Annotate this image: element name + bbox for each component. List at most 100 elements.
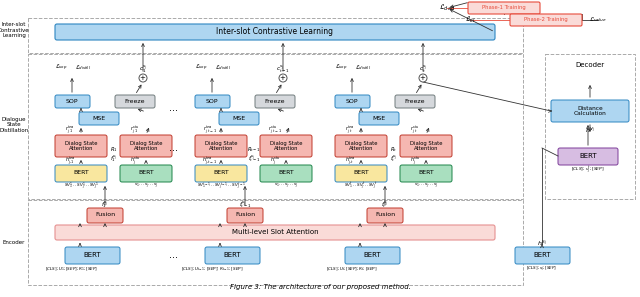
Text: Fusion: Fusion [235, 212, 255, 217]
Text: $[CLS];U_1;[SEP];R_1;[SEP]$: $[CLS];U_1;[SEP];R_1;[SEP]$ [45, 266, 99, 273]
FancyBboxPatch shape [255, 95, 295, 108]
FancyBboxPatch shape [120, 135, 172, 157]
Text: BERT: BERT [533, 252, 551, 258]
FancyBboxPatch shape [219, 112, 259, 125]
Text: $R_{1}$: $R_{1}$ [110, 146, 118, 154]
Bar [28, 54, 523, 199]
Text: ...: ... [168, 143, 177, 153]
FancyBboxPatch shape [551, 100, 629, 122]
Text: Freeze: Freeze [265, 99, 285, 104]
Text: $r_{j,t-1}^{tea}$: $r_{j,t-1}^{tea}$ [203, 124, 217, 136]
Text: BERT: BERT [83, 252, 101, 258]
Text: SOP: SOP [346, 99, 358, 104]
Text: $f_{1}^{s_j}$: $f_{1}^{s_j}$ [102, 199, 109, 211]
Text: BERT: BERT [579, 153, 597, 159]
Text: $[CLS];s_j;[SEP]$: $[CLS];s_j;[SEP]$ [527, 265, 557, 274]
FancyBboxPatch shape [359, 112, 399, 125]
Text: Dialog State
Attention: Dialog State Attention [205, 140, 237, 151]
FancyBboxPatch shape [55, 225, 495, 240]
Text: SOP: SOP [205, 99, 218, 104]
Text: $h_{j,1}^{tea}$: $h_{j,1}^{tea}$ [65, 155, 76, 167]
FancyBboxPatch shape [55, 165, 107, 182]
FancyBboxPatch shape [468, 2, 540, 14]
Text: $f_{t}^{s_j}$: $f_{t}^{s_j}$ [390, 153, 397, 165]
FancyBboxPatch shape [260, 135, 312, 157]
Text: $\mathcal{L}_{cl}$: $\mathcal{L}_{cl}$ [465, 15, 476, 25]
Text: Dialog State
Attention: Dialog State Attention [410, 140, 442, 151]
Text: $c_{t-1}^{s_j}$: $c_{t-1}^{s_j}$ [276, 63, 290, 75]
Text: BERT: BERT [363, 252, 381, 258]
Text: ...: ... [168, 103, 177, 113]
Text: Dialog State
Attention: Dialog State Attention [65, 140, 97, 151]
Text: $h_{j,t}^{tea}$: $h_{j,t}^{tea}$ [344, 155, 355, 167]
FancyBboxPatch shape [195, 165, 247, 182]
Text: $SV_1^{1}\!\!...SV_j^{1}\!\!...SV_J^{1}$: $SV_1^{1}\!\!...SV_j^{1}\!\!...SV_J^{1}$ [63, 180, 99, 192]
Text: $h^{V_j}$: $h^{V_j}$ [585, 125, 595, 135]
FancyBboxPatch shape [510, 14, 582, 26]
Text: $h_{j,t-1}^{tea}$: $h_{j,t-1}^{tea}$ [202, 155, 218, 167]
FancyBboxPatch shape [55, 24, 495, 40]
Text: MSE: MSE [372, 116, 385, 121]
Text: $r_{j,1}^{stu}$: $r_{j,1}^{stu}$ [131, 124, 140, 136]
Text: BERT: BERT [418, 170, 434, 176]
Text: BERT: BERT [73, 170, 89, 176]
Bar [28, 18, 523, 53]
Text: $f_{t-1}^{s_j}$: $f_{t-1}^{s_j}$ [239, 199, 251, 211]
Text: $+$: $+$ [140, 73, 147, 83]
Text: $\mathcal{L}_{dad}$: $\mathcal{L}_{dad}$ [439, 3, 455, 13]
FancyBboxPatch shape [558, 148, 618, 165]
Text: Dialog State
Attention: Dialog State Attention [130, 140, 163, 151]
Bar [28, 200, 523, 285]
Text: MSE: MSE [92, 116, 106, 121]
Circle shape [279, 74, 287, 82]
Text: Figure 3: The architecture of our proposed method.: Figure 3: The architecture of our propos… [230, 284, 410, 290]
Text: Multi-level Slot Attention: Multi-level Slot Attention [232, 230, 318, 236]
Text: $\mathcal{L}_{distill}$: $\mathcal{L}_{distill}$ [215, 64, 231, 72]
Text: $r_{j,t-1}^{stu}$: $r_{j,t-1}^{stu}$ [268, 124, 282, 136]
Text: Phase-1 Training: Phase-1 Training [482, 6, 526, 10]
Text: Freeze: Freeze [125, 99, 145, 104]
Text: $\mathcal{L}_{sop}$: $\mathcal{L}_{sop}$ [335, 63, 348, 73]
Text: Freeze: Freeze [404, 99, 425, 104]
Text: $r_{j,t}^{tea}$: $r_{j,t}^{tea}$ [345, 124, 355, 136]
Text: $\mathcal{L}_{value}$: $\mathcal{L}_{value}$ [589, 15, 607, 24]
Text: Dialog State
Attention: Dialog State Attention [345, 140, 377, 151]
Text: $f_{1}^{s_j}$: $f_{1}^{s_j}$ [111, 153, 118, 165]
Text: Distance
Calculation: Distance Calculation [573, 106, 606, 116]
FancyBboxPatch shape [395, 95, 435, 108]
FancyBboxPatch shape [195, 95, 230, 108]
FancyBboxPatch shape [367, 208, 403, 223]
Text: $s_1...s_j...s_J$: $s_1...s_j...s_J$ [134, 182, 158, 190]
Text: MSE: MSE [232, 116, 246, 121]
Text: $h_j^{stu}$: $h_j^{stu}$ [269, 155, 280, 167]
Text: ...: ... [168, 250, 177, 260]
Text: BERT: BERT [278, 170, 294, 176]
Text: Inter-slot Contrastive Learning: Inter-slot Contrastive Learning [216, 28, 333, 37]
Text: $+$: $+$ [280, 73, 287, 83]
FancyBboxPatch shape [400, 165, 452, 182]
Text: $\mathcal{L}_{distill}$: $\mathcal{L}_{distill}$ [355, 64, 371, 72]
Text: $\mathcal{L}_{distill}$: $\mathcal{L}_{distill}$ [75, 64, 91, 72]
FancyBboxPatch shape [335, 135, 387, 157]
Text: $r_{j,1}^{tea}$: $r_{j,1}^{tea}$ [65, 124, 75, 136]
Circle shape [419, 74, 427, 82]
Circle shape [139, 74, 147, 82]
FancyBboxPatch shape [120, 165, 172, 182]
FancyBboxPatch shape [335, 165, 387, 182]
Text: $\mathcal{L}_{sop}$: $\mathcal{L}_{sop}$ [55, 63, 67, 73]
Text: $f_{t-1}^{s_j}$: $f_{t-1}^{s_j}$ [248, 153, 260, 165]
Text: $h_j^{stu}$: $h_j^{stu}$ [130, 155, 140, 167]
Text: Inter-slot
Contrastive
Learning: Inter-slot Contrastive Learning [0, 22, 30, 38]
Text: $c_{t}^{s_j}$: $c_{t}^{s_j}$ [419, 63, 428, 75]
FancyBboxPatch shape [115, 95, 155, 108]
Text: $SV_1^{t-1}\!\!...SV_j^{t-1}\!\!...SV_J^{t-1}$: $SV_1^{t-1}\!\!...SV_j^{t-1}\!\!...SV_J^… [196, 180, 245, 192]
Text: Decoder: Decoder [575, 62, 605, 68]
Text: $\mathcal{L}_{sop}$: $\mathcal{L}_{sop}$ [195, 63, 207, 73]
Text: $[CLS];v_j^t;[SEP]$: $[CLS];v_j^t;[SEP]$ [572, 165, 605, 176]
Text: $[CLS];U_t;[SEP];R_t;[SEP]$: $[CLS];U_t;[SEP];R_t;[SEP]$ [326, 266, 378, 273]
Text: $[CLS];U_{t-1};[SEP];R_{t-1};[SEP]$: $[CLS];U_{t-1};[SEP];R_{t-1};[SEP]$ [180, 266, 243, 273]
Text: $SV_1^{t}\!\!...SV_j^{t}\!\!...SV_J^{t}$: $SV_1^{t}\!\!...SV_j^{t}\!\!...SV_J^{t}$ [344, 181, 378, 192]
Text: BERT: BERT [223, 252, 241, 258]
Text: $h^{S_j}$: $h^{S_j}$ [537, 238, 547, 248]
FancyBboxPatch shape [515, 247, 570, 264]
